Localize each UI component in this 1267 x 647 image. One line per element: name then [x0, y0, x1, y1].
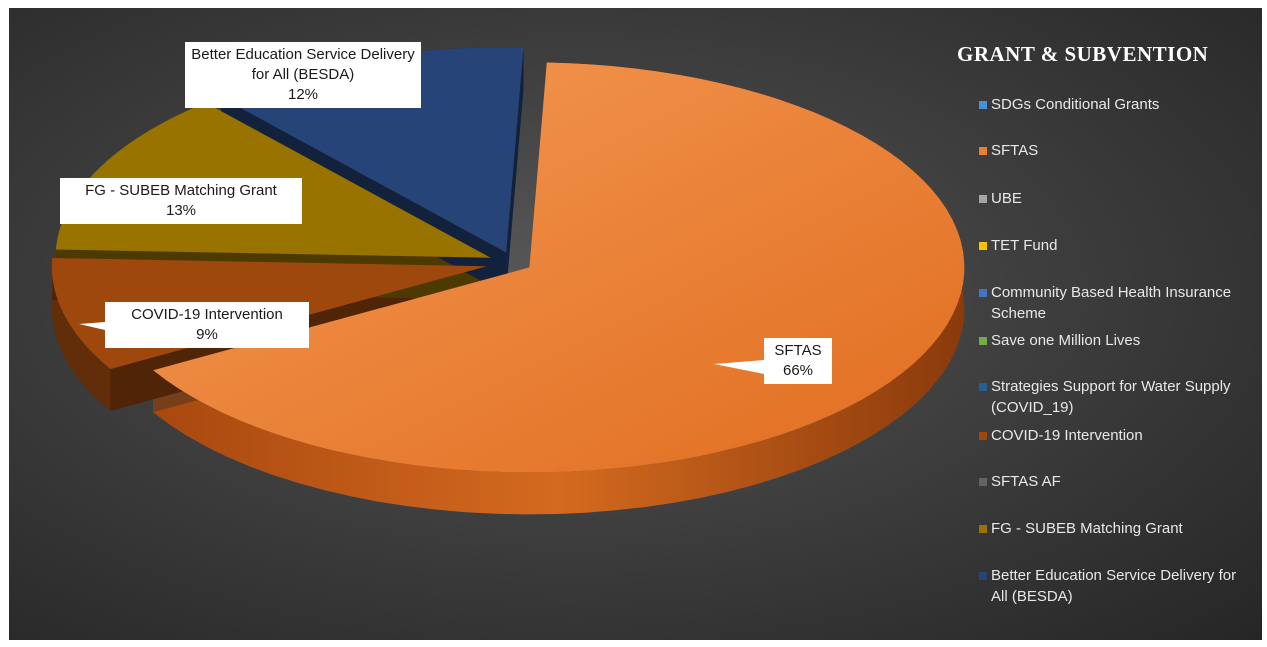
- legend-swatch: [979, 101, 987, 109]
- data-label-fg-subeb-name: FG - SUBEB Matching Grant: [85, 182, 277, 199]
- data-label-besda-name: Better Education Service Delivery for Al…: [191, 46, 415, 83]
- legend-item: SFTAS: [979, 140, 1254, 161]
- data-label-sftas: SFTAS 66%: [764, 338, 832, 384]
- legend-item: SFTAS AF: [979, 471, 1254, 492]
- legend-item: Community Based Health Insurance Scheme: [979, 282, 1254, 324]
- legend-swatch: [979, 432, 987, 440]
- data-label-fg-subeb-pct: 13%: [165, 202, 197, 219]
- data-label-covid-pct: 9%: [196, 326, 218, 343]
- legend-item: Save one Million Lives: [979, 330, 1254, 351]
- legend-label: SDGs Conditional Grants: [991, 96, 1160, 113]
- legend-item: SDGs Conditional Grants: [979, 94, 1254, 115]
- legend-label: SFTAS: [991, 142, 1039, 159]
- legend-swatch: [979, 383, 987, 391]
- legend-label: Better Education Service Delivery for Al…: [991, 567, 1237, 605]
- legend-swatch: [979, 195, 987, 203]
- legend-item: TET Fund: [979, 235, 1254, 256]
- label-pointer: [79, 322, 105, 330]
- legend-label: FG - SUBEB Matching Grant: [991, 520, 1183, 537]
- legend-item: UBE: [979, 188, 1254, 209]
- legend-swatch: [979, 525, 987, 533]
- legend-label: Save one Million Lives: [991, 332, 1141, 349]
- data-label-sftas-name: SFTAS: [774, 342, 822, 359]
- legend-swatch: [979, 572, 987, 580]
- legend-swatch: [979, 478, 987, 486]
- legend-label: SFTAS AF: [991, 473, 1061, 490]
- legend-item: FG - SUBEB Matching Grant: [979, 518, 1254, 539]
- legend-swatch: [979, 147, 987, 155]
- legend-swatch: [979, 289, 987, 297]
- legend-label: UBE: [991, 190, 1022, 207]
- legend-item: Strategies Support for Water Supply (COV…: [979, 376, 1254, 418]
- legend-swatch: [979, 242, 987, 250]
- chart-title: GRANT & SUBVENTION: [957, 42, 1209, 66]
- chart-area: SFTAS 66% COVID-19 Intervention 9% FG - …: [9, 8, 1262, 640]
- legend-label: Community Based Health Insurance Scheme: [991, 284, 1232, 322]
- label-pointer: [714, 360, 764, 374]
- legend-label: Strategies Support for Water Supply (COV…: [991, 378, 1231, 416]
- legend-item: COVID-19 Intervention: [979, 425, 1254, 446]
- pie-slice-cut: [506, 47, 524, 295]
- data-label-sftas-pct: 66%: [782, 362, 814, 379]
- legend-label: COVID-19 Intervention: [991, 427, 1143, 444]
- data-label-covid-name: COVID-19 Intervention: [131, 306, 283, 323]
- data-label-fg-subeb: FG - SUBEB Matching Grant 13%: [60, 178, 302, 224]
- legend-item: Better Education Service Delivery for Al…: [979, 565, 1254, 607]
- pie-slice-side: [51, 258, 111, 411]
- legend-label: TET Fund: [991, 237, 1058, 254]
- data-label-covid: COVID-19 Intervention 9%: [105, 302, 309, 348]
- data-label-besda: Better Education Service Delivery for Al…: [185, 42, 421, 108]
- legend-swatch: [979, 337, 987, 345]
- data-label-besda-pct: 12%: [287, 86, 319, 103]
